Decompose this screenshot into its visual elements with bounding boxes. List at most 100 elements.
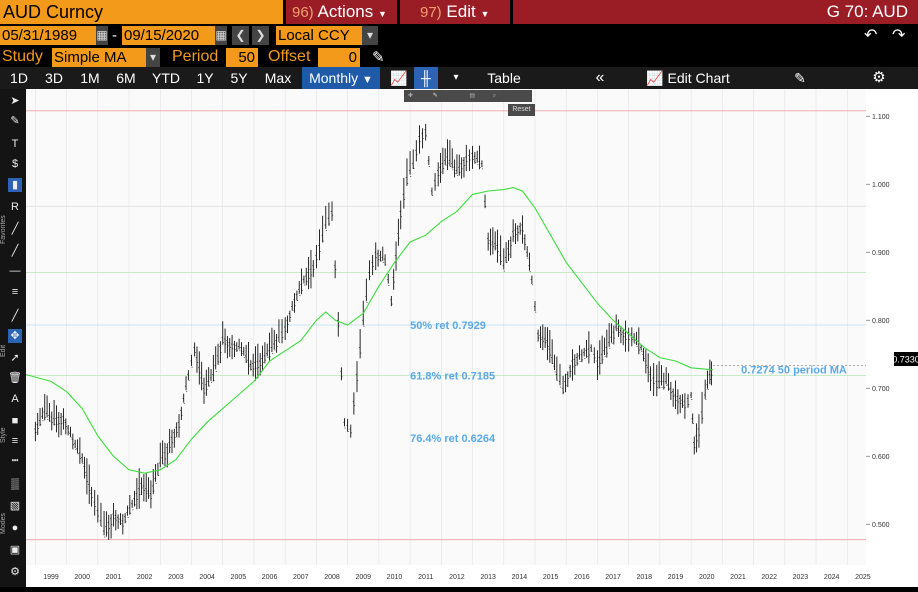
x-tick-label: 2010 xyxy=(387,574,403,581)
redo-icon[interactable]: ↷ xyxy=(892,27,906,44)
x-tick-label: 2007 xyxy=(293,574,309,581)
zoom-reset-button[interactable]: Reset xyxy=(508,104,535,116)
font-icon[interactable]: A xyxy=(11,393,19,405)
y-tick-label: 0.500 xyxy=(872,522,890,529)
calendar-icon[interactable]: ▦ xyxy=(215,26,227,45)
x-tick-label: 2002 xyxy=(137,574,153,581)
color-swatch-icon[interactable]: ■ xyxy=(11,415,19,427)
annotate-icon[interactable]: ✎ xyxy=(794,70,806,86)
y-tick-label: 1.100 xyxy=(872,114,890,121)
text-tool-icon[interactable]: T xyxy=(11,138,19,150)
mode-c-icon[interactable]: ▣ xyxy=(9,544,21,556)
frequency-select[interactable]: Monthly ▼ xyxy=(302,67,380,89)
range-max-button[interactable]: Max xyxy=(264,70,292,86)
x-tick-label: 2015 xyxy=(543,574,559,581)
pencil-icon[interactable]: ✎ xyxy=(372,49,385,66)
start-date-field[interactable]: 05/31/1989 xyxy=(0,26,96,45)
pen-icon[interactable]: ✎ xyxy=(10,115,20,127)
chevron-down-icon[interactable]: ▾ xyxy=(362,26,378,45)
range-6m-button[interactable]: 6M xyxy=(116,70,136,86)
x-tick-label: 2003 xyxy=(168,574,184,581)
x-tick-label: 2016 xyxy=(574,574,590,581)
collapse-icon[interactable]: « xyxy=(595,69,605,86)
calendar-icon[interactable]: ▦ xyxy=(96,26,108,45)
edit-section-label: Edit xyxy=(0,344,7,357)
chevron-down-icon[interactable]: ▾ xyxy=(146,48,160,67)
prev-arrow-icon[interactable]: ❮ xyxy=(232,26,249,45)
line-style-icon[interactable]: ┅ xyxy=(11,455,19,467)
edit-chart-icon: 📈 xyxy=(646,70,664,86)
x-tick-label: 2009 xyxy=(355,574,371,581)
y-axis-band xyxy=(866,89,918,565)
x-tick-label: 2017 xyxy=(605,574,621,581)
news-icon[interactable]: ▤ xyxy=(469,93,476,99)
ma-line xyxy=(25,187,714,474)
price-chart[interactable]: 1.100 1.000 0.900 0.800 0.700 0.600 0.500 1999… xyxy=(25,89,918,587)
range-1y-button[interactable]: 1Y xyxy=(196,70,214,86)
x-tick-label: 2005 xyxy=(231,574,247,581)
range-ytd-button[interactable]: YTD xyxy=(152,70,180,86)
crosshair-icon[interactable]: ✚ xyxy=(408,93,414,99)
move-icon[interactable]: ✥ xyxy=(8,329,22,343)
period-input[interactable]: 50 xyxy=(226,48,258,67)
brush-icon[interactable]: ╱ xyxy=(11,223,19,235)
edit-chart-button[interactable]: 📈 Edit Chart xyxy=(643,67,733,89)
x-tick-label: 2013 xyxy=(480,574,496,581)
end-date-field[interactable]: 09/15/2020 xyxy=(122,26,215,45)
x-tick-label: 2001 xyxy=(106,574,122,581)
channel-icon[interactable]: ≡ xyxy=(11,286,19,298)
edit-menu-button[interactable]: 97) Edit ▼ xyxy=(400,0,510,24)
range-3d-button[interactable]: 3D xyxy=(45,70,63,86)
settings-icon[interactable]: ⚙ xyxy=(10,566,20,578)
mode-icon[interactable]: ▧ xyxy=(9,500,21,512)
frequency-label: Monthly xyxy=(309,70,359,86)
range-1m-button[interactable]: 1M xyxy=(80,70,100,86)
line-chart-icon[interactable]: 📈 xyxy=(390,70,408,86)
last-price-marker: 0.7330 xyxy=(892,352,918,366)
dollar-icon[interactable]: $ xyxy=(11,158,19,170)
x-tick-label: 2008 xyxy=(324,574,340,581)
chart-area[interactable]: 1.100 1.000 0.900 0.800 0.700 0.600 0.500 1999… xyxy=(25,89,918,587)
x-tick-label: 2012 xyxy=(449,574,465,581)
x-tick-label: 2025 xyxy=(855,574,871,581)
next-arrow-icon[interactable]: ❯ xyxy=(252,26,269,45)
annotate-pen-icon[interactable]: ✎ xyxy=(432,93,438,99)
zoom-icon[interactable]: ⌕ xyxy=(492,93,497,99)
pointer-icon[interactable]: ➚ xyxy=(10,352,20,364)
x-axis: 1999 2000 2001 2002 2003 2004 2005 2006 2007 2008… xyxy=(26,565,918,587)
line-tool-icon[interactable]: ╱ xyxy=(11,310,19,322)
x-tick-label: 2011 xyxy=(418,574,433,581)
last-price-label: 0.7330 xyxy=(892,355,918,365)
offset-label: Offset xyxy=(268,48,311,65)
chevron-down-icon: ▼ xyxy=(362,74,373,86)
y-axis: 1.100 1.000 0.900 0.800 0.700 0.600 0.500 xyxy=(866,89,918,565)
x-axis-band xyxy=(26,565,918,587)
ticker-field[interactable]: AUD Curncy xyxy=(0,0,283,24)
header-red-strip xyxy=(513,0,918,24)
chevron-down-icon[interactable]: ▾ xyxy=(453,72,459,83)
x-tick-label: 2014 xyxy=(512,574,528,581)
study-select[interactable]: Simple MA xyxy=(52,48,146,67)
ruler-icon[interactable]: R xyxy=(11,201,19,213)
currency-field[interactable]: Local CCY xyxy=(276,26,362,45)
pattern-icon[interactable]: ▒ xyxy=(11,478,19,490)
range-1d-button[interactable]: 1D xyxy=(10,70,28,86)
actions-number: 96) xyxy=(292,4,314,21)
x-tick-label: 2022 xyxy=(761,574,777,581)
undo-icon[interactable]: ↶ xyxy=(864,27,878,44)
edit-number: 97) xyxy=(420,4,442,21)
gear-icon[interactable]: ⚙ xyxy=(872,69,886,86)
line-width-icon[interactable]: ≡ xyxy=(11,435,19,447)
horizontal-line-icon[interactable]: — xyxy=(9,265,21,277)
mode-b-icon[interactable]: ● xyxy=(11,522,19,534)
x-tick-label: 2018 xyxy=(637,574,653,581)
bars-icon[interactable]: ▮ xyxy=(8,178,22,192)
trendline-icon[interactable]: ╱ xyxy=(11,245,19,257)
table-button[interactable]: Table xyxy=(487,70,521,86)
offset-input[interactable]: 0 xyxy=(318,48,360,67)
range-5y-button[interactable]: 5Y xyxy=(230,70,248,86)
cursor-icon[interactable]: ➤ xyxy=(10,95,20,107)
actions-menu-button[interactable]: 96) Actions ▼ xyxy=(286,0,397,24)
bar-chart-icon[interactable]: ╫ xyxy=(414,67,438,89)
trash-icon[interactable]: 🗑 xyxy=(8,372,22,384)
